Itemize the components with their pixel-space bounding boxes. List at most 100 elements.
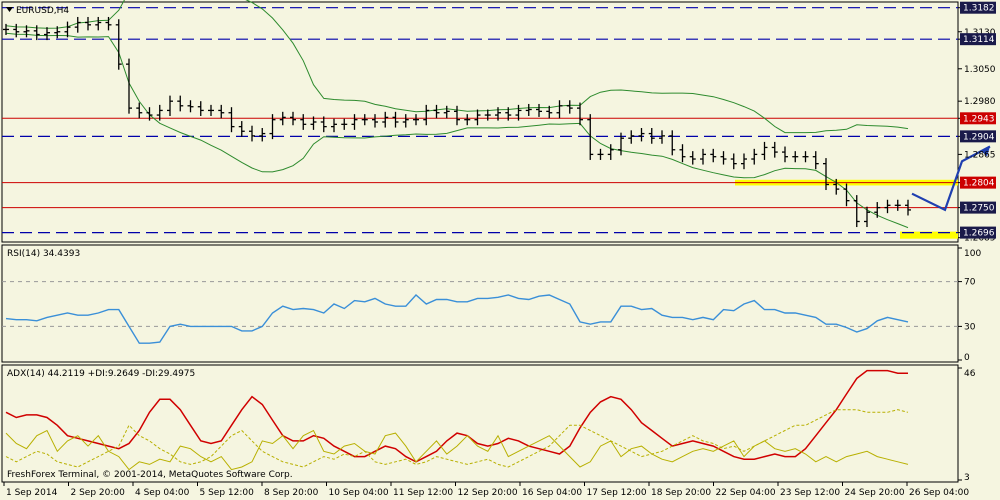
price-bar	[74, 16, 81, 33]
price-bar	[864, 206, 870, 228]
price-bar	[269, 114, 276, 140]
price-bar	[536, 103, 542, 117]
time-tick-label: 16 Sep 04:00	[522, 488, 582, 498]
price-bar	[208, 104, 214, 116]
price-bar	[761, 141, 768, 160]
price-bar	[300, 114, 307, 130]
price-bar	[556, 100, 563, 119]
price-bar	[105, 16, 112, 31]
price-bar	[607, 144, 614, 160]
price-bar	[884, 199, 891, 214]
price-bar	[177, 95, 184, 112]
price-bar	[197, 101, 204, 116]
price-bar	[618, 132, 624, 156]
price-bar	[331, 118, 337, 133]
copyright-text: FreshForex Terminal, © 2001-2014, MetaQu…	[7, 470, 293, 480]
price-bar	[474, 109, 481, 126]
time-tick-label: 22 Sep 04:00	[716, 488, 776, 498]
price-bar	[638, 128, 645, 142]
price-bar	[566, 100, 573, 114]
price-bar	[443, 105, 450, 119]
time-tick-label: 4 Sep 04:00	[135, 488, 190, 498]
price-bar	[823, 158, 829, 191]
price-bar	[525, 103, 532, 116]
price-bar	[587, 114, 594, 160]
adx-label: ADX(14) 44.2119 +DI:9.2649 -DI:29.4975	[7, 369, 195, 379]
price-bar	[782, 146, 788, 163]
price-bar	[484, 109, 491, 121]
price-highlight-label: 1.2904	[963, 132, 995, 142]
price-bar	[54, 26, 61, 39]
time-tick-label: 18 Sep 20:00	[651, 488, 711, 498]
price-highlight-badge	[960, 112, 996, 125]
price-bar	[843, 183, 850, 207]
time-tick-label: 8 Sep 20:00	[264, 488, 319, 498]
price-bar	[792, 151, 799, 163]
adx-line	[5, 369, 908, 463]
price-highlight-label: 1.3182	[963, 4, 995, 14]
price-bar	[382, 111, 389, 128]
forecast-arrow-icon	[981, 146, 990, 157]
price-tick-label: 1.2980	[964, 97, 996, 107]
adx-panel[interactable]	[1, 364, 959, 483]
price-bar	[238, 121, 245, 137]
price-bar	[310, 116, 317, 130]
time-tick-label: 11 Sep 12:00	[393, 488, 453, 498]
time-tick-label: 2 Sep 20:00	[71, 488, 126, 498]
price-bar	[372, 114, 378, 128]
time-tick-label: 5 Sep 12:00	[200, 488, 255, 498]
price-bar	[44, 27, 50, 41]
rsi-tick-label: 100	[964, 249, 981, 259]
price-bar	[361, 114, 368, 126]
forecast-path-line	[911, 145, 991, 212]
rsi-tick-label: 30	[964, 322, 976, 332]
price-bar	[156, 104, 163, 121]
price-highlight-badge	[960, 33, 996, 46]
adx-layer	[5, 369, 909, 471]
price-bar	[218, 104, 225, 119]
price-bar	[853, 195, 860, 228]
price-bar	[85, 16, 91, 31]
price-bar	[833, 178, 840, 195]
rsi-label: RSI(14) 34.4393	[7, 249, 80, 259]
price-bar	[771, 141, 778, 158]
symbol-menu-icon[interactable]	[6, 7, 13, 12]
time-tick-label: 10 Sep 04:00	[329, 488, 389, 498]
price-bar	[64, 21, 71, 38]
price-bar	[402, 114, 409, 128]
rsi-panel[interactable]	[1, 244, 959, 363]
rsi-tick-label: 70	[964, 278, 976, 288]
main-panel[interactable]	[1, 1, 959, 243]
price-bar	[115, 19, 122, 70]
price-bar	[126, 58, 132, 114]
price-highlight-label: 1.2943	[963, 114, 995, 124]
price-bar	[495, 107, 501, 121]
price-bar	[905, 199, 911, 216]
adx-tick-label: 46	[964, 369, 976, 379]
price-bar	[341, 118, 348, 130]
price-bar	[894, 199, 901, 211]
price-bar	[464, 114, 471, 126]
support-zone-band	[900, 231, 958, 239]
price-highlight-badge	[960, 1, 996, 14]
price-highlight-badge	[960, 176, 996, 189]
price-bar	[392, 111, 399, 128]
price-bar	[700, 148, 706, 165]
price-bar	[659, 130, 665, 144]
price-highlight-badge	[960, 226, 996, 239]
rsi-line	[5, 294, 909, 344]
price-bar	[628, 130, 635, 144]
price-tick-label: 1.2865	[964, 150, 996, 160]
price-tick-label: 1.3050	[964, 65, 996, 75]
price-highlight-label: 1.2696	[963, 229, 995, 239]
price-bar	[505, 107, 512, 121]
price-bar	[3, 23, 9, 36]
price-bar	[228, 107, 235, 133]
price-bar	[320, 116, 327, 133]
price-bar	[146, 107, 153, 121]
price-bar	[259, 128, 266, 142]
price-bar	[648, 128, 655, 144]
price-bar	[546, 105, 553, 119]
